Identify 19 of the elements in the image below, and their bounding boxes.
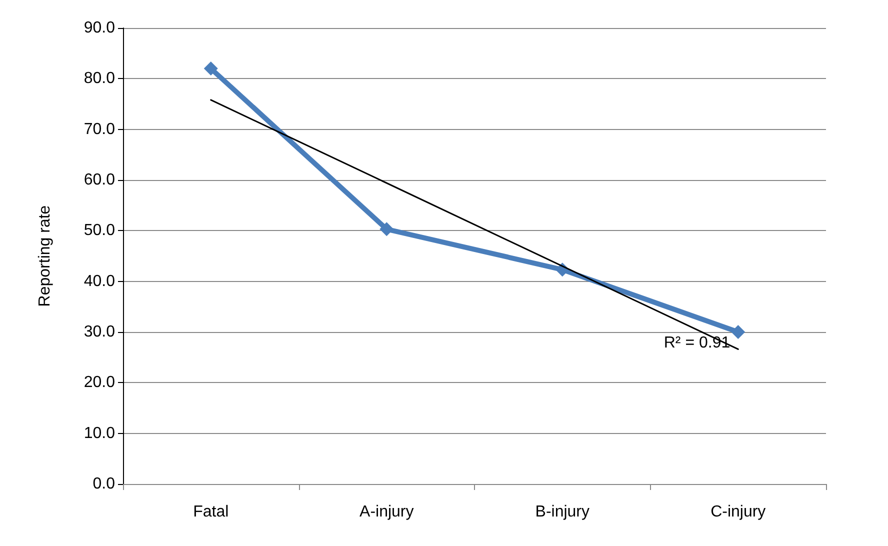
- y-tick-label: 90.0: [84, 20, 116, 36]
- y-axis-title: Reporting rate: [36, 205, 54, 307]
- annotation: R² = 0.91: [664, 334, 730, 352]
- y-tick-label: 20.0: [84, 374, 116, 392]
- y-tick-label: 10.0: [84, 424, 116, 442]
- x-tick-label: A-injury: [360, 504, 414, 520]
- y-tick-label: 30.0: [84, 324, 116, 340]
- x-tick-label: Fatal: [193, 504, 229, 520]
- y-tick-label: 50.0: [84, 222, 116, 240]
- y-tick-label: 70.0: [84, 120, 116, 138]
- point: [731, 325, 746, 339]
- y-tick-label: 40.0: [84, 272, 116, 290]
- point: [380, 222, 394, 236]
- x-tick-label: C-injury: [710, 504, 766, 520]
- x-tick-label: B-injury: [535, 504, 590, 520]
- y-tick-label: 80.0: [84, 70, 116, 88]
- y-tick-label: 0.0: [92, 476, 116, 492]
- point: [204, 62, 218, 76]
- y-tick-label: 60.0: [84, 172, 116, 188]
